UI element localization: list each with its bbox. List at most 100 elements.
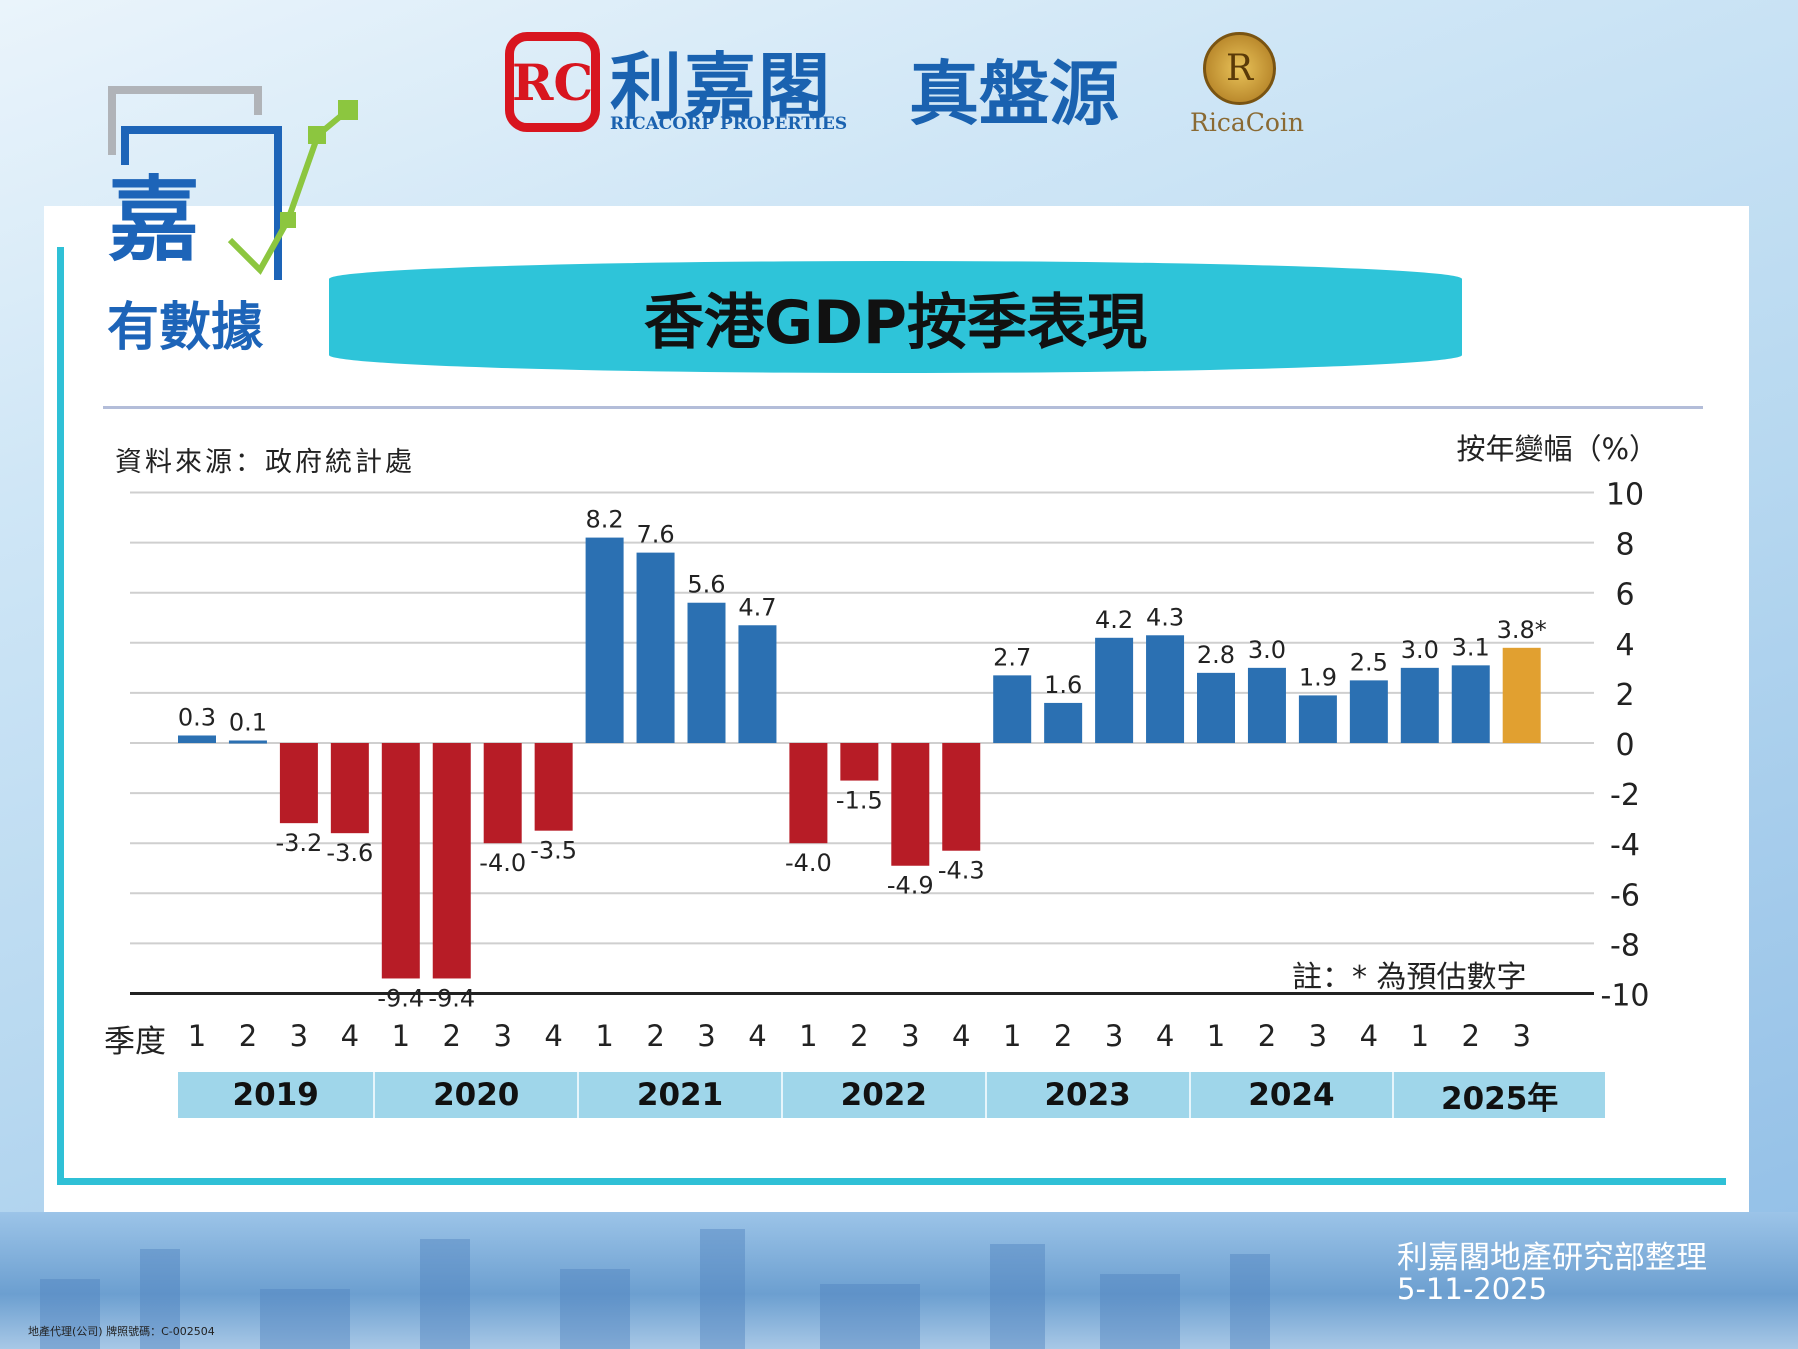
quarter-label: 2 <box>1258 1019 1276 1053</box>
quarter-label: 3 <box>901 1019 919 1053</box>
quarter-label: 4 <box>1360 1019 1378 1053</box>
chart-title: 香港GDP按季表現 <box>329 261 1462 373</box>
data-label: -4.3 <box>938 857 985 885</box>
data-label: 0.1 <box>229 708 267 736</box>
side-logo-text: 有數據 <box>107 298 264 358</box>
y-tick-label: -6 <box>1610 878 1640 913</box>
quarter-header: 季度 <box>104 1024 166 1060</box>
bar <box>330 743 369 834</box>
bar <box>1146 635 1185 743</box>
bar <box>1197 672 1235 743</box>
city-skyline-background <box>0 1212 1798 1349</box>
bar <box>993 675 1032 743</box>
data-label: -4.0 <box>785 849 832 877</box>
quarter-label: 3 <box>697 1019 715 1053</box>
year-label: 2022 <box>783 1072 987 1118</box>
quarter-label: 4 <box>1156 1019 1174 1053</box>
year-label: 2024 <box>1191 1072 1395 1118</box>
y-tick-label: 10 <box>1606 478 1644 513</box>
quarter-label: 4 <box>748 1019 766 1053</box>
bar <box>1502 647 1541 743</box>
data-label: -3.2 <box>275 829 322 857</box>
data-label: 3.1 <box>1452 633 1490 661</box>
data-label: 4.3 <box>1146 603 1184 631</box>
bar <box>789 743 828 844</box>
y-tick-label: 8 <box>1615 528 1634 563</box>
y-tick-label: 4 <box>1615 628 1634 663</box>
bar <box>483 743 522 844</box>
data-label: 3.0 <box>1248 636 1286 664</box>
data-label: 8.2 <box>586 506 624 534</box>
date: 5-11-2025 <box>1397 1272 1548 1306</box>
bar <box>942 743 981 851</box>
quarter-label: 1 <box>1207 1019 1225 1053</box>
y-tick-label: -2 <box>1610 778 1640 813</box>
bar <box>1298 695 1337 743</box>
data-label: -4.9 <box>887 872 934 900</box>
y-axis-label: 按年變幅（%） <box>1456 432 1658 466</box>
data-label: 2.7 <box>993 643 1031 671</box>
data-label: 2.5 <box>1350 648 1388 676</box>
quarter-label: 4 <box>341 1019 359 1053</box>
quarter-label: 1 <box>595 1019 613 1053</box>
year-label: 2020 <box>375 1072 580 1118</box>
ricacoin-icon: R <box>1203 32 1276 105</box>
data-label: -9.4 <box>377 984 424 1012</box>
bar <box>1400 667 1439 743</box>
side-logo-graphic-icon <box>108 86 358 280</box>
bar <box>687 602 726 743</box>
bar <box>1247 667 1286 743</box>
ricacoin-label: RicaCoin <box>1190 108 1305 137</box>
brand-name: 利嘉閣 <box>610 45 833 129</box>
bar <box>585 537 624 743</box>
y-tick-label: -8 <box>1610 928 1640 963</box>
card-accent-bottom <box>57 1178 1726 1185</box>
data-label: 5.6 <box>687 571 725 599</box>
data-label: 1.9 <box>1299 663 1337 691</box>
source-label: 資料來源：政府統計處 <box>115 447 415 478</box>
quarter-label: 2 <box>443 1019 461 1053</box>
quarter-label: 1 <box>1003 1019 1021 1053</box>
bar <box>279 743 318 824</box>
bar <box>178 735 216 743</box>
bar <box>534 743 573 831</box>
bar <box>432 743 471 979</box>
bar <box>840 743 879 781</box>
credit: 利嘉閣地產研究部整理 <box>1397 1240 1707 1276</box>
quarter-label: 2 <box>646 1019 664 1053</box>
bar <box>1044 702 1083 743</box>
quarter-label: 3 <box>1512 1019 1530 1053</box>
card-accent-left <box>57 247 64 1185</box>
data-label: 1.6 <box>1044 671 1082 699</box>
quarter-label: 3 <box>290 1019 308 1053</box>
quarter-label: 3 <box>1309 1019 1327 1053</box>
data-label: 4.2 <box>1095 606 1133 634</box>
quarter-label: 1 <box>188 1019 206 1053</box>
quarter-label: 3 <box>493 1019 511 1053</box>
quarter-label: 2 <box>1462 1019 1480 1053</box>
bar <box>1349 680 1388 743</box>
bar <box>636 552 675 743</box>
data-label: -1.5 <box>836 787 883 815</box>
year-band: 2019 2020 2021 2022 2023 2024 2025年 <box>178 1072 1605 1118</box>
y-tick-label: 6 <box>1615 578 1634 613</box>
quarter-label: 3 <box>1105 1019 1123 1053</box>
data-label: 0.3 <box>178 703 216 731</box>
sub-brand-logo: 真盤源 <box>909 53 1119 135</box>
side-logo-char: 嘉 <box>108 167 201 274</box>
year-label: 2019 <box>178 1072 376 1118</box>
data-label: -4.0 <box>479 849 526 877</box>
data-label: 4.7 <box>738 593 776 621</box>
quarter-label: 4 <box>544 1019 562 1053</box>
bar <box>738 625 777 743</box>
y-tick-label: 2 <box>1615 678 1634 713</box>
quarter-label: 2 <box>239 1019 257 1053</box>
bar <box>1451 665 1490 743</box>
quarter-label: 1 <box>799 1019 817 1053</box>
estimate-note: 註：* 為預估數字 <box>1292 960 1527 995</box>
bar <box>1095 637 1134 743</box>
quarter-label: 2 <box>1054 1019 1072 1053</box>
data-label: -9.4 <box>428 984 475 1012</box>
bar <box>381 743 420 979</box>
